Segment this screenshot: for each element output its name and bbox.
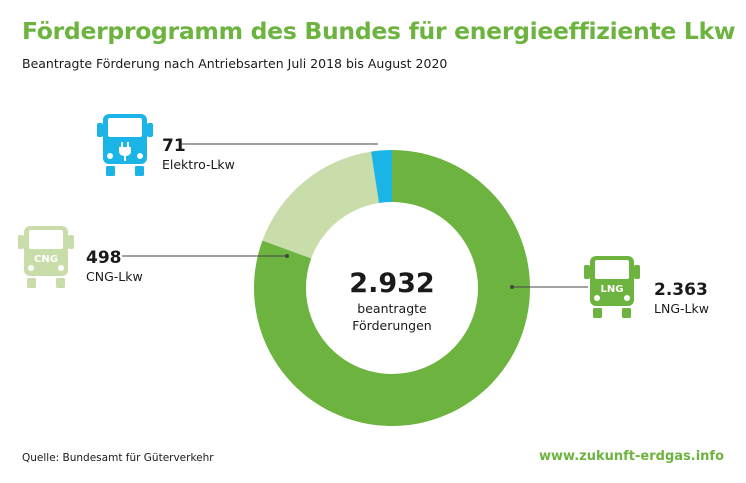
source-note: Quelle: Bundesamt für Güterverkehr <box>22 452 214 464</box>
center-caption-2: Förderungen <box>352 318 431 333</box>
elektro-category-label: Elektro-Lkw <box>162 157 235 172</box>
leader-dot-cng <box>285 254 289 258</box>
donut-slices <box>254 150 531 427</box>
lng-category-label: LNG-Lkw <box>654 301 709 316</box>
chart-subtitle: Beantragte Förderung nach Antriebsarten … <box>22 56 448 71</box>
cng-icon-label: CNG <box>34 254 58 265</box>
donut-slice-elektro <box>371 150 392 203</box>
lng-icon-label: LNG <box>601 284 624 295</box>
cng-truck-icon: CNG <box>18 226 74 288</box>
website-link[interactable]: www.zukunft-erdgas.info <box>539 449 724 464</box>
donut-slice-lng <box>254 150 531 427</box>
cng-value-label: 498 <box>86 248 122 268</box>
cng-category-label: CNG-Lkw <box>86 269 143 284</box>
elektro-value-label: 71 <box>162 136 186 156</box>
center-caption-1: beantragte <box>357 301 427 316</box>
donut-slice-cng <box>262 151 379 259</box>
electric-truck-icon <box>97 114 153 176</box>
chart-title: Förderprogramm des Bundes für energieeff… <box>22 17 736 45</box>
center-total: 2.932 <box>349 268 434 299</box>
lng-truck-icon: LNG <box>584 256 640 318</box>
leader-dot-lng <box>510 285 514 289</box>
lng-value-label: 2.363 <box>654 280 708 300</box>
